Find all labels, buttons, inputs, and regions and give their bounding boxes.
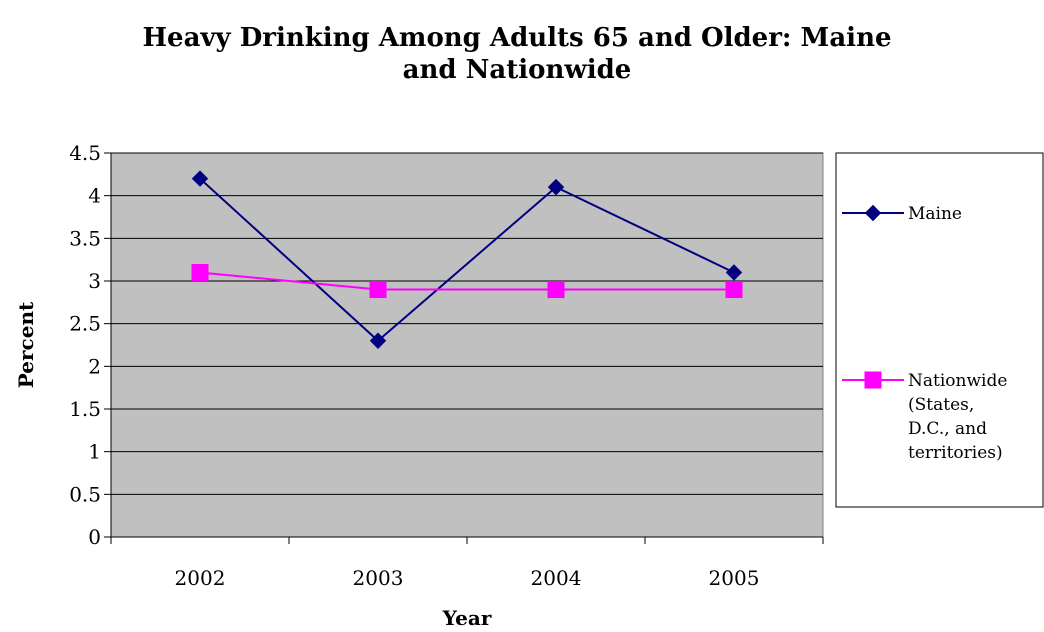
gridlines — [111, 152, 823, 495]
y-tick-label: 0.5 — [69, 482, 101, 506]
y-tick-label: 4 — [88, 184, 101, 208]
x-axis: 2002 2003 2004 2005 — [110, 536, 824, 590]
data-point-nationwide — [191, 263, 209, 281]
chart-title: Heavy Drinking Among Adults 65 and Older… — [142, 23, 891, 85]
plot-area — [110, 152, 824, 538]
chart-title-line-2: and Nationwide — [403, 55, 632, 85]
y-axis: 0 0.5 1 1.5 2 2.5 3 3.5 4 4.5 — [69, 141, 112, 549]
x-tick-label: 2002 — [175, 566, 226, 590]
data-point-maine — [191, 170, 209, 187]
legend-marker-nationwide — [864, 371, 882, 389]
x-tick-label: 2005 — [709, 566, 760, 590]
x-axis-title: Year — [442, 606, 492, 630]
legend-items: Maine Nationwide (States, D.C., and territor… — [842, 204, 1007, 463]
y-tick-label: 1.5 — [69, 397, 101, 421]
legend-label-nationwide: territories) — [908, 443, 1003, 463]
y-tick-label: 3.5 — [69, 226, 101, 250]
legend-marker-maine — [864, 204, 882, 222]
legend-label-nationwide: Nationwide — [908, 371, 1007, 391]
series-layer — [191, 170, 743, 349]
data-point-maine — [725, 264, 743, 281]
data-point-nationwide — [725, 281, 743, 299]
y-tick-label: 3 — [88, 269, 101, 293]
y-tick-label: 1 — [88, 440, 101, 464]
legend-label-nationwide: (States, — [908, 395, 974, 415]
x-tick-label: 2004 — [531, 566, 582, 590]
legend-label-nationwide: D.C., and — [908, 419, 987, 439]
data-point-maine — [369, 332, 387, 349]
x-tick-label: 2003 — [353, 566, 404, 590]
legend: Maine Nationwide (States, D.C., and territor… — [835, 152, 1044, 508]
y-tick-label: 0 — [88, 525, 101, 549]
chart-title-line-1: Heavy Drinking Among Adults 65 and Older… — [142, 23, 891, 53]
series-line-nationwide — [199, 271, 734, 291]
y-axis-title: Percent — [14, 301, 38, 388]
y-tick-label: 4.5 — [69, 141, 101, 165]
y-tick-label: 2.5 — [69, 312, 101, 336]
y-tick-label: 2 — [88, 354, 101, 378]
data-point-nationwide — [369, 281, 387, 299]
data-point-maine — [547, 178, 565, 196]
data-point-nationwide — [547, 281, 565, 299]
legend-label-maine: Maine — [908, 204, 962, 224]
series-line-maine — [199, 177, 735, 343]
